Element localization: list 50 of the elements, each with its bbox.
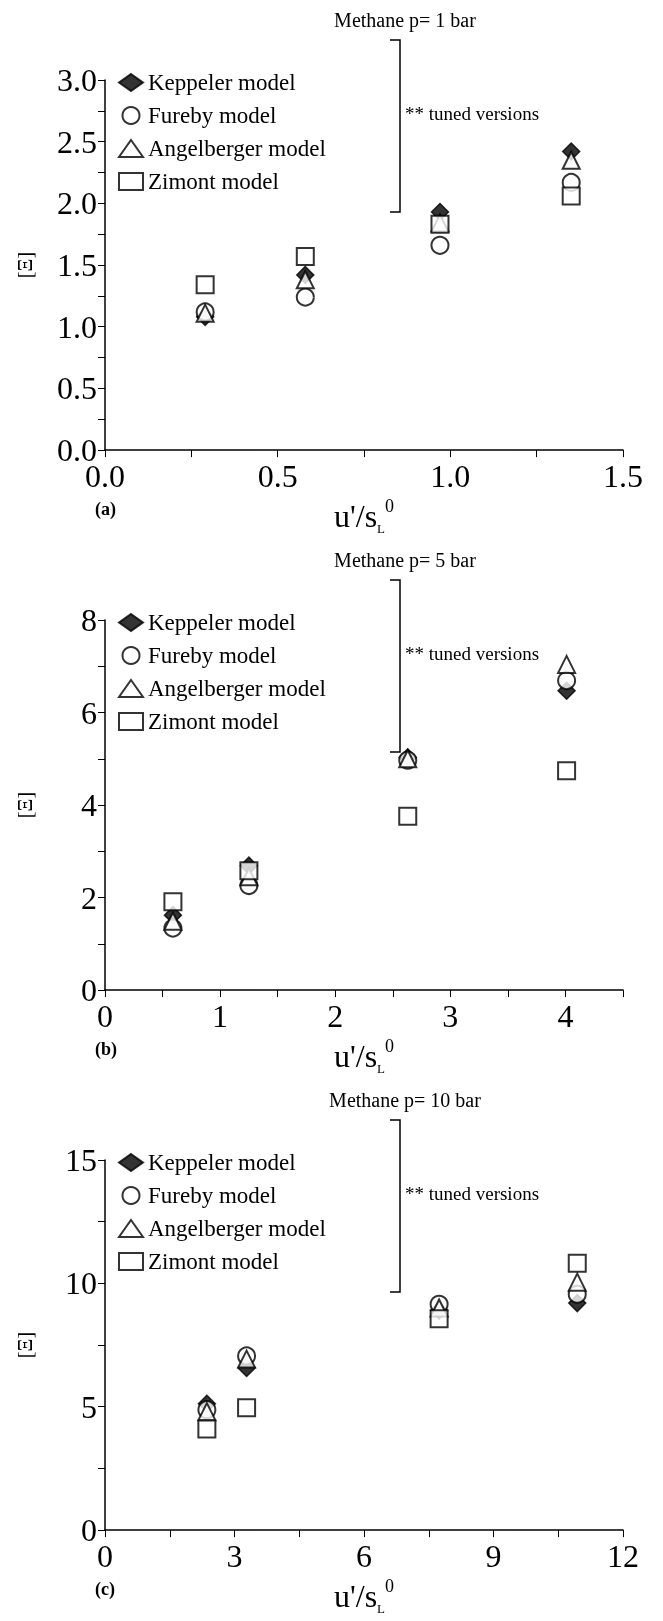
annotation: ** tuned versions: [405, 643, 540, 664]
legend-label: Zimont model: [148, 169, 279, 194]
y-tick-label: 5: [81, 1388, 97, 1425]
y-tick-label: 2.5: [57, 123, 97, 160]
legend-label: Zimont model: [148, 709, 279, 734]
legend-label: Fureby model: [148, 643, 277, 668]
x-tick-label: 0.5: [257, 458, 298, 495]
annotation: ** tuned versions: [405, 103, 540, 124]
legend-label: Keppeler model: [148, 70, 296, 95]
y-tick-label: 0: [81, 972, 97, 1009]
x-tick-label: 1: [212, 998, 229, 1035]
text: (c): [95, 1579, 115, 1600]
y-tick-label: 15: [65, 1142, 97, 1178]
text: (b): [95, 1039, 117, 1060]
text: (a): [95, 499, 116, 520]
y-tick-label: 1.5: [57, 247, 97, 284]
chart-title: Methane p= 10 bar: [329, 1089, 482, 1112]
x-tick-label: 6: [356, 1538, 372, 1575]
y-tick-label: 1.0: [57, 308, 97, 345]
x-tick-label: 2: [327, 998, 344, 1035]
legend-label: Angelberger model: [148, 676, 326, 701]
y-axis-title: [Ξ]: [14, 1331, 36, 1359]
y-tick-label: 2: [81, 879, 97, 916]
legend-label: Keppeler model: [148, 1150, 296, 1175]
x-tick-label: 9: [485, 1538, 502, 1575]
x-tick-label: 4: [557, 998, 574, 1035]
legend-label: Keppeler model: [148, 610, 296, 635]
legend-label: Angelberger model: [148, 136, 326, 161]
y-tick-label: 3.0: [57, 62, 97, 98]
annotation: ** tuned versions: [405, 1183, 540, 1204]
x-tick-label: 3: [442, 998, 459, 1035]
x-tick-label: 1.5: [603, 458, 643, 495]
chart-title: Methane p= 5 bar: [334, 549, 477, 572]
y-tick-label: 0: [81, 1512, 97, 1549]
y-tick-label: 6: [81, 694, 97, 731]
y-axis-title: [Ξ]: [14, 251, 36, 279]
y-tick-label: 8: [81, 602, 97, 638]
x-tick-label: 1.0: [430, 458, 471, 495]
legend-label: Angelberger model: [148, 1216, 326, 1241]
y-tick-label: 10: [65, 1265, 97, 1302]
legend-label: Fureby model: [148, 1183, 277, 1208]
x-tick-label: 3: [226, 1538, 243, 1575]
y-axis-title: [Ξ]: [14, 791, 36, 819]
legend-label: Fureby model: [148, 103, 277, 128]
y-tick-label: 0.5: [57, 370, 97, 407]
y-tick-label: 2.0: [57, 185, 97, 222]
x-tick-label: 12: [607, 1538, 639, 1575]
chart-title: Methane p= 1 bar: [334, 9, 477, 32]
legend-label: Zimont model: [148, 1249, 279, 1274]
y-tick-label: 4: [81, 787, 97, 824]
